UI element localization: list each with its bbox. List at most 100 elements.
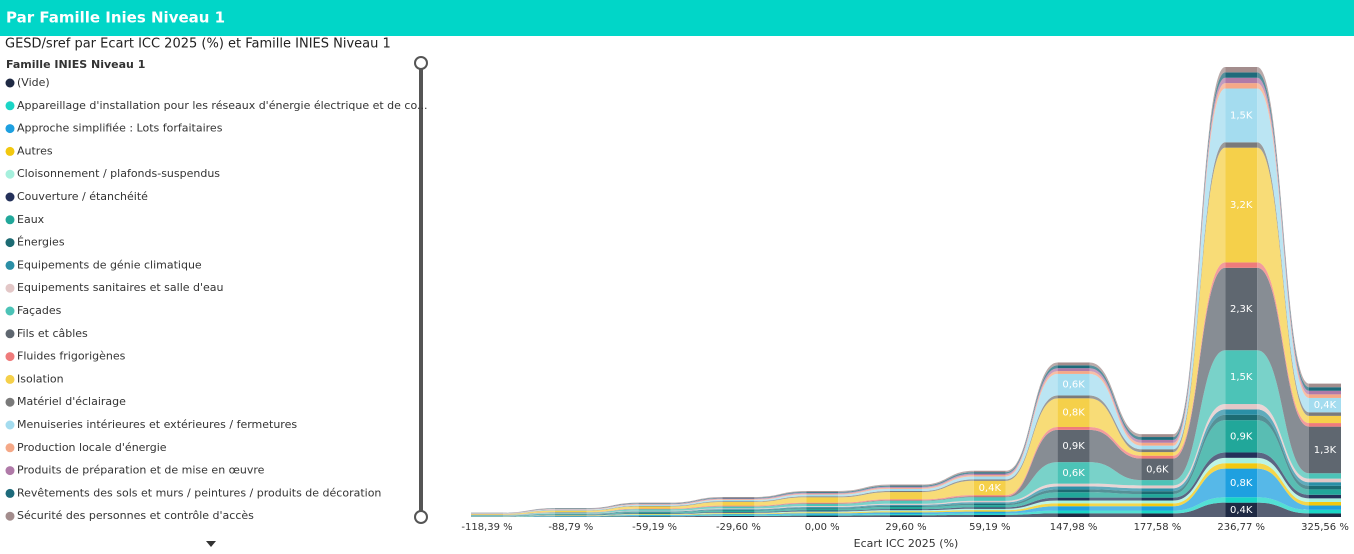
segment [806, 497, 839, 503]
ribbon [1089, 373, 1142, 450]
ribbon [586, 516, 639, 517]
segment [806, 508, 839, 511]
ribbon [1089, 429, 1142, 481]
ribbon [1257, 142, 1309, 416]
segment [638, 506, 671, 509]
segment [1057, 486, 1090, 490]
ribbon [1173, 404, 1226, 489]
slider-handle[interactable] [414, 510, 428, 524]
segment [638, 508, 671, 510]
segment [1057, 483, 1090, 487]
x-tick-label: 29,60 % [885, 522, 926, 533]
segment [973, 495, 1006, 497]
segment [1225, 409, 1258, 415]
legend-marker [5, 78, 15, 88]
legend-label: Produits de préparation et de mise en œu… [17, 464, 265, 477]
ribbon [670, 497, 723, 504]
ribbon [922, 508, 974, 512]
segment [890, 504, 922, 506]
legend-label: (Vide) [17, 76, 50, 89]
ribbon [1257, 502, 1309, 517]
ribbon [1257, 414, 1309, 490]
segment [890, 510, 922, 512]
ribbon [503, 512, 555, 516]
ribbon [670, 499, 723, 505]
segment [1141, 458, 1174, 481]
data-label: 2,3K [1230, 304, 1253, 315]
legend-marker [5, 215, 15, 225]
ribbon [1089, 492, 1142, 498]
ribbon [503, 515, 555, 517]
ribbon [838, 505, 890, 509]
segment [1057, 362, 1090, 366]
segment [722, 501, 755, 503]
segment [1309, 498, 1341, 502]
legend-label: Sécurité des personnes et contrôle d'acc… [17, 509, 254, 522]
legend-marker [5, 192, 15, 202]
segment [806, 514, 839, 516]
legend-label: Revêtements des sols et murs / peintures… [17, 486, 381, 499]
data-label: 0,6K [1062, 380, 1085, 391]
x-tick-label: 325,56 % [1301, 522, 1349, 533]
segment [1141, 494, 1174, 498]
legend-scroll-arrow[interactable] [206, 541, 216, 547]
segment [638, 515, 671, 517]
segment [1225, 502, 1258, 517]
ribbon [503, 514, 555, 517]
segment [1225, 77, 1258, 84]
x-tick-label: -88,79 % [548, 522, 593, 533]
legend-label: Cloisonnement / plafonds-suspendus [17, 167, 220, 180]
segment [890, 505, 922, 507]
ribbon [922, 503, 974, 507]
segment [1141, 491, 1174, 495]
ribbon [838, 515, 890, 517]
ribbon [922, 470, 974, 486]
ribbon [503, 508, 555, 514]
segment [1141, 510, 1174, 514]
ribbon [1257, 262, 1309, 427]
ribbon [1257, 409, 1309, 486]
legend-label: Matériel d'éclairage [17, 395, 126, 408]
ribbon [922, 505, 974, 510]
legend-label: Couverture / étanchéité [17, 190, 148, 203]
segment [806, 496, 839, 498]
ribbon [670, 513, 723, 516]
segment [1225, 88, 1258, 143]
ribbon [1257, 88, 1309, 413]
segment [1309, 482, 1341, 486]
segment [973, 473, 1006, 476]
segment [890, 506, 922, 510]
segment [1225, 147, 1258, 263]
slider-handle[interactable] [414, 56, 428, 70]
segment [1225, 262, 1258, 268]
ribbon [1173, 142, 1226, 453]
ribbon [922, 472, 974, 487]
ribbon [1173, 67, 1226, 438]
ribbon [1005, 462, 1058, 501]
segment [890, 500, 922, 501]
segment [1309, 505, 1341, 510]
segment [1057, 492, 1090, 498]
data-label: 1,5K [1230, 110, 1253, 121]
segment [1057, 365, 1090, 369]
segment [973, 475, 1006, 477]
ribbon [922, 496, 974, 501]
legend-marker [5, 420, 15, 430]
segment [638, 504, 671, 506]
segment [973, 507, 1006, 509]
ribbon [922, 507, 974, 511]
segment [722, 496, 755, 498]
ribbon [922, 479, 974, 493]
segment [1309, 489, 1341, 495]
ribbon [754, 506, 807, 510]
segment [554, 514, 587, 515]
legend-marker [5, 466, 15, 476]
segment [890, 509, 922, 511]
ribbon [1257, 350, 1309, 479]
legend-marker [5, 352, 15, 362]
data-label: 0,4K [1314, 400, 1337, 411]
segment [1225, 404, 1258, 410]
legend-label: Eaux [17, 213, 45, 226]
ribbon [838, 503, 890, 507]
